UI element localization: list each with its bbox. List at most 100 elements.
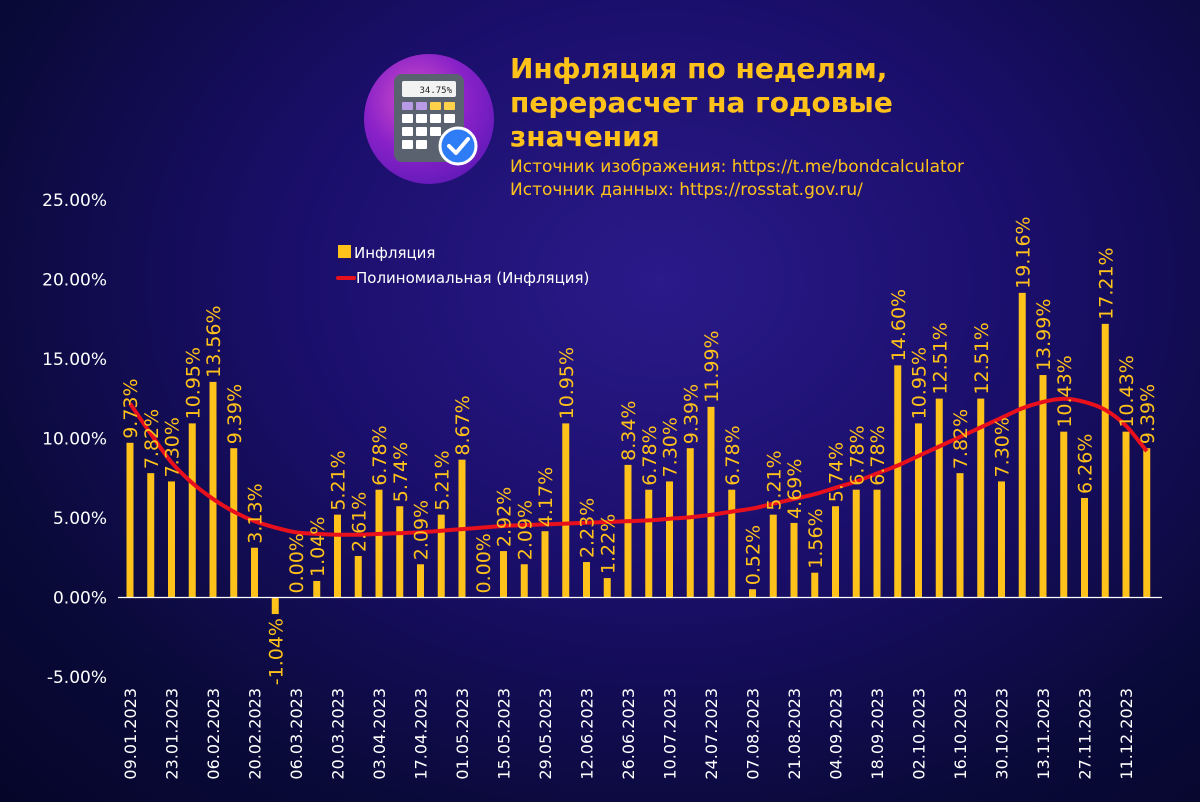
bar — [707, 406, 715, 598]
legend-bar-swatch — [338, 245, 351, 258]
bar — [1018, 292, 1026, 598]
bar-value-label: 10.95% — [182, 347, 204, 419]
x-tick-label: 06.02.2023 — [204, 688, 223, 780]
bar-value-label: 6.26% — [1075, 434, 1097, 494]
bar — [728, 489, 736, 598]
bar-value-label: 4.17% — [535, 467, 557, 527]
bar — [230, 448, 238, 598]
bar — [354, 556, 362, 598]
trend-line — [128, 396, 1149, 537]
x-tick-label: 27.11.2023 — [1076, 688, 1095, 780]
bar — [956, 473, 964, 598]
y-tick-label: 0.00% — [53, 589, 107, 609]
bar-value-label: 7.30% — [992, 417, 1014, 477]
bar-value-label: 5.74% — [826, 442, 848, 502]
bar — [1143, 448, 1151, 598]
image-source-text: Источник изображения: https://t.me/bondc… — [510, 157, 965, 177]
y-tick-label: 10.00% — [42, 430, 107, 450]
x-tick-label: 09.01.2023 — [121, 688, 140, 780]
bar — [500, 551, 507, 598]
x-tick-label: 20.03.2023 — [329, 688, 348, 780]
legend-label-trend: Полиномиальная (Инфляция) — [356, 269, 589, 287]
data-source-text: Источник данных: https://rosstat.gov.ru/ — [510, 180, 863, 200]
bar — [790, 522, 798, 598]
x-tick-label: 13.11.2023 — [1034, 688, 1053, 780]
bar — [1060, 431, 1068, 598]
bar-value-label: 12.51% — [929, 322, 951, 394]
bar-value-label: 7.30% — [660, 417, 682, 477]
y-tick-label: 5.00% — [53, 509, 107, 529]
bar-value-label: 10.95% — [909, 347, 931, 419]
bar-value-label: 6.78% — [369, 425, 391, 485]
bar — [168, 481, 175, 598]
chart-title: Инфляция по неделям, перерасчет на годов… — [510, 52, 893, 153]
x-tick-label: 10.07.2023 — [661, 688, 680, 780]
y-tick-label: 20.00% — [42, 271, 107, 291]
bar-value-label: 6.78% — [722, 425, 744, 485]
bar-value-label: 0.00% — [286, 533, 308, 593]
bar — [271, 597, 279, 615]
bar — [832, 506, 839, 598]
bar-value-label: 7.30% — [162, 417, 184, 477]
bar — [417, 564, 424, 598]
legend: Инфляция Полиномиальная (Инфляция) — [336, 244, 589, 287]
bar — [562, 423, 570, 598]
bar — [873, 489, 881, 598]
x-tick-label: 16.10.2023 — [951, 688, 970, 780]
bar — [396, 506, 404, 598]
bar-value-label: 2.09% — [411, 500, 433, 560]
bar-value-label: 1.56% — [805, 508, 827, 568]
bar-value-label: 12.51% — [971, 322, 993, 394]
bar — [313, 580, 321, 598]
bar — [811, 572, 819, 598]
bar — [209, 381, 217, 598]
bar — [437, 514, 445, 598]
bar — [188, 423, 196, 598]
bar-value-label: 5.21% — [763, 450, 785, 510]
bar — [251, 547, 258, 598]
bar-value-label: 14.60% — [888, 289, 910, 361]
x-tick-label: 15.05.2023 — [495, 688, 514, 780]
x-tick-label: 20.02.2023 — [246, 688, 265, 780]
bar-value-label: 8.67% — [452, 395, 474, 455]
bar-value-label: 6.78% — [846, 425, 868, 485]
bar-value-label: 7.82% — [950, 409, 972, 469]
bar-value-label: 4.69% — [784, 459, 806, 519]
bar-value-label: 17.21% — [1095, 247, 1117, 319]
bar-value-label: 9.39% — [680, 384, 702, 444]
bar-value-label: 1.22% — [597, 514, 619, 574]
x-tick-label: 07.08.2023 — [744, 688, 763, 780]
bar-value-label: -1.04% — [265, 618, 287, 685]
calculator-icon: 34.75% — [394, 74, 478, 166]
bar — [935, 398, 943, 598]
bar — [686, 448, 694, 598]
bar-value-label: 7.82% — [141, 409, 163, 469]
x-tick-label: 06.03.2023 — [287, 688, 306, 780]
x-tick-label: 21.08.2023 — [785, 688, 804, 780]
y-tick-label: 15.00% — [42, 350, 107, 370]
bar-value-label: 10.43% — [1054, 355, 1076, 427]
bar — [1039, 375, 1047, 598]
bar — [541, 531, 549, 598]
y-tick-label: -5.00% — [47, 668, 107, 688]
bar-value-label: 6.78% — [867, 425, 889, 485]
bar — [1101, 323, 1109, 598]
bar — [852, 489, 860, 598]
bar-value-label: 10.95% — [556, 347, 578, 419]
bar — [126, 442, 134, 598]
bar-value-label: 5.74% — [390, 442, 412, 502]
y-axis: 25.00% 20.00% 15.00% 10.00% 5.00% 0.00% -5.00% — [42, 191, 107, 688]
bar — [375, 489, 383, 598]
calculator-logo: 34.75% — [364, 54, 494, 184]
bar-value-label: 2.09% — [514, 500, 536, 560]
bar — [977, 398, 985, 598]
bar — [520, 564, 528, 598]
x-tick-label: 02.10.2023 — [910, 688, 929, 780]
x-tick-label: 17.04.2023 — [412, 688, 431, 780]
logo-display-text: 34.75% — [419, 86, 452, 96]
bar-value-label: 9.39% — [224, 384, 246, 444]
bar-value-label: 6.78% — [639, 425, 661, 485]
x-tick-label: 24.07.2023 — [702, 688, 721, 780]
bar-value-label: 8.34% — [618, 401, 640, 461]
